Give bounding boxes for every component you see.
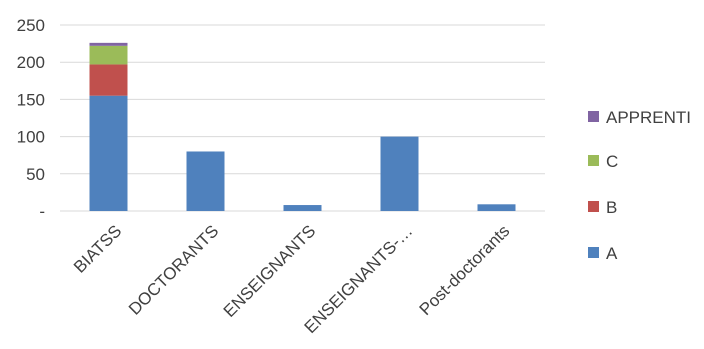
gridlines xyxy=(60,24,545,212)
y-tick-label: 250 xyxy=(17,16,45,35)
y-tick-label: 200 xyxy=(17,53,45,72)
bar-segment-apprenti xyxy=(89,42,128,46)
y-tick-label: 100 xyxy=(17,128,45,147)
x-tick-label: DOCTORANTS xyxy=(125,221,222,318)
bar-segment-a xyxy=(477,204,516,211)
x-axis: BIATSS DOCTORANTSENSEIGNANTSENSEIGNANTS-…… xyxy=(70,221,513,337)
legend-swatch-b xyxy=(588,201,599,212)
bar-segment-b xyxy=(89,64,128,96)
legend-label-a: A xyxy=(606,244,618,263)
legend-label-b: B xyxy=(606,198,617,217)
bar-segment-a xyxy=(186,151,225,211)
bar-segment-a xyxy=(283,205,322,211)
x-tick-label: BIATSS xyxy=(70,221,125,276)
y-axis: - 50 100 150 200 250 xyxy=(17,16,45,221)
y-tick-label: 150 xyxy=(17,90,45,109)
x-tick-label: ENSEIGNANTS xyxy=(220,221,320,321)
bars xyxy=(89,42,516,211)
y-tick-label: - xyxy=(39,202,45,221)
bar-segment-a xyxy=(89,95,128,211)
x-tick-label: ENSEIGNANTS-… xyxy=(301,221,417,337)
legend-swatch-apprenti xyxy=(588,111,599,122)
legend-label-apprenti: APPRENTI xyxy=(606,108,691,127)
x-tick-label: Post-doctorants xyxy=(416,221,514,319)
y-tick-label: 50 xyxy=(26,165,45,184)
legend-label-c: C xyxy=(606,152,618,171)
legend: APPRENTI C B A xyxy=(588,108,691,263)
legend-swatch-a xyxy=(588,247,599,258)
bar-segment-c xyxy=(89,45,128,65)
legend-swatch-c xyxy=(588,155,599,166)
bar-segment-a xyxy=(380,136,419,211)
